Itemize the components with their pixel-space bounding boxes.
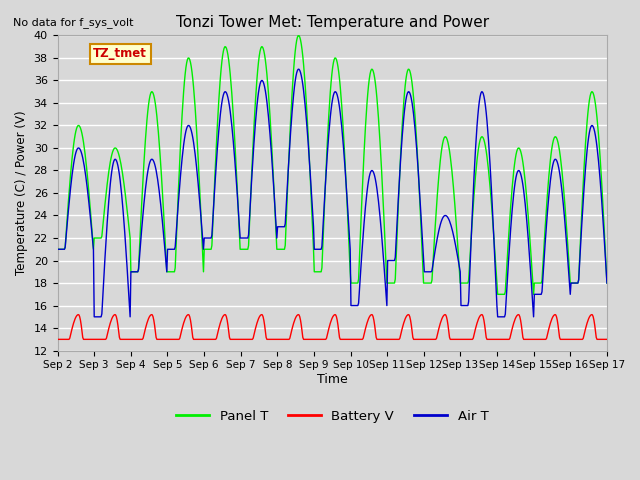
Air T (417, 204, 424, 210)
Panel T (416, 197, 424, 203)
Panel T (54, 246, 61, 252)
Panel T (63, 212, 71, 217)
Y-axis label: Temperature (C) / Power (V): Temperature (C) / Power (V) (15, 111, 28, 276)
Battery V (121, 336, 129, 342)
Line: Battery V: Battery V (58, 314, 607, 339)
Panel T (176, 156, 184, 162)
Title: Tonzi Tower Met: Temperature and Power: Tonzi Tower Met: Temperature and Power (175, 15, 489, 30)
Battery V (603, 336, 611, 342)
Line: Air T: Air T (58, 69, 607, 317)
Panel T (120, 181, 128, 187)
Air T (294, 66, 302, 72)
Air T (121, 230, 129, 236)
X-axis label: Time: Time (317, 373, 348, 386)
Air T (177, 172, 184, 178)
Air T (63, 218, 71, 224)
Panel T (294, 33, 302, 38)
Text: TZ_tmet: TZ_tmet (93, 48, 147, 60)
Air T (603, 280, 611, 286)
Air T (90, 314, 98, 320)
Legend: Panel T, Battery V, Air T: Panel T, Battery V, Air T (171, 405, 493, 428)
Line: Panel T: Panel T (58, 36, 607, 294)
Panel T (205, 246, 212, 252)
Battery V (205, 336, 213, 342)
Battery V (416, 336, 424, 342)
Battery V (177, 332, 184, 338)
Air T (205, 235, 213, 241)
Air T (401, 108, 408, 114)
Battery V (74, 312, 82, 317)
Panel T (603, 280, 611, 286)
Battery V (400, 320, 408, 326)
Battery V (54, 336, 61, 342)
Panel T (494, 291, 502, 297)
Panel T (400, 100, 408, 106)
Air T (54, 246, 61, 252)
Text: No data for f_sys_volt: No data for f_sys_volt (13, 17, 133, 28)
Battery V (63, 336, 71, 342)
